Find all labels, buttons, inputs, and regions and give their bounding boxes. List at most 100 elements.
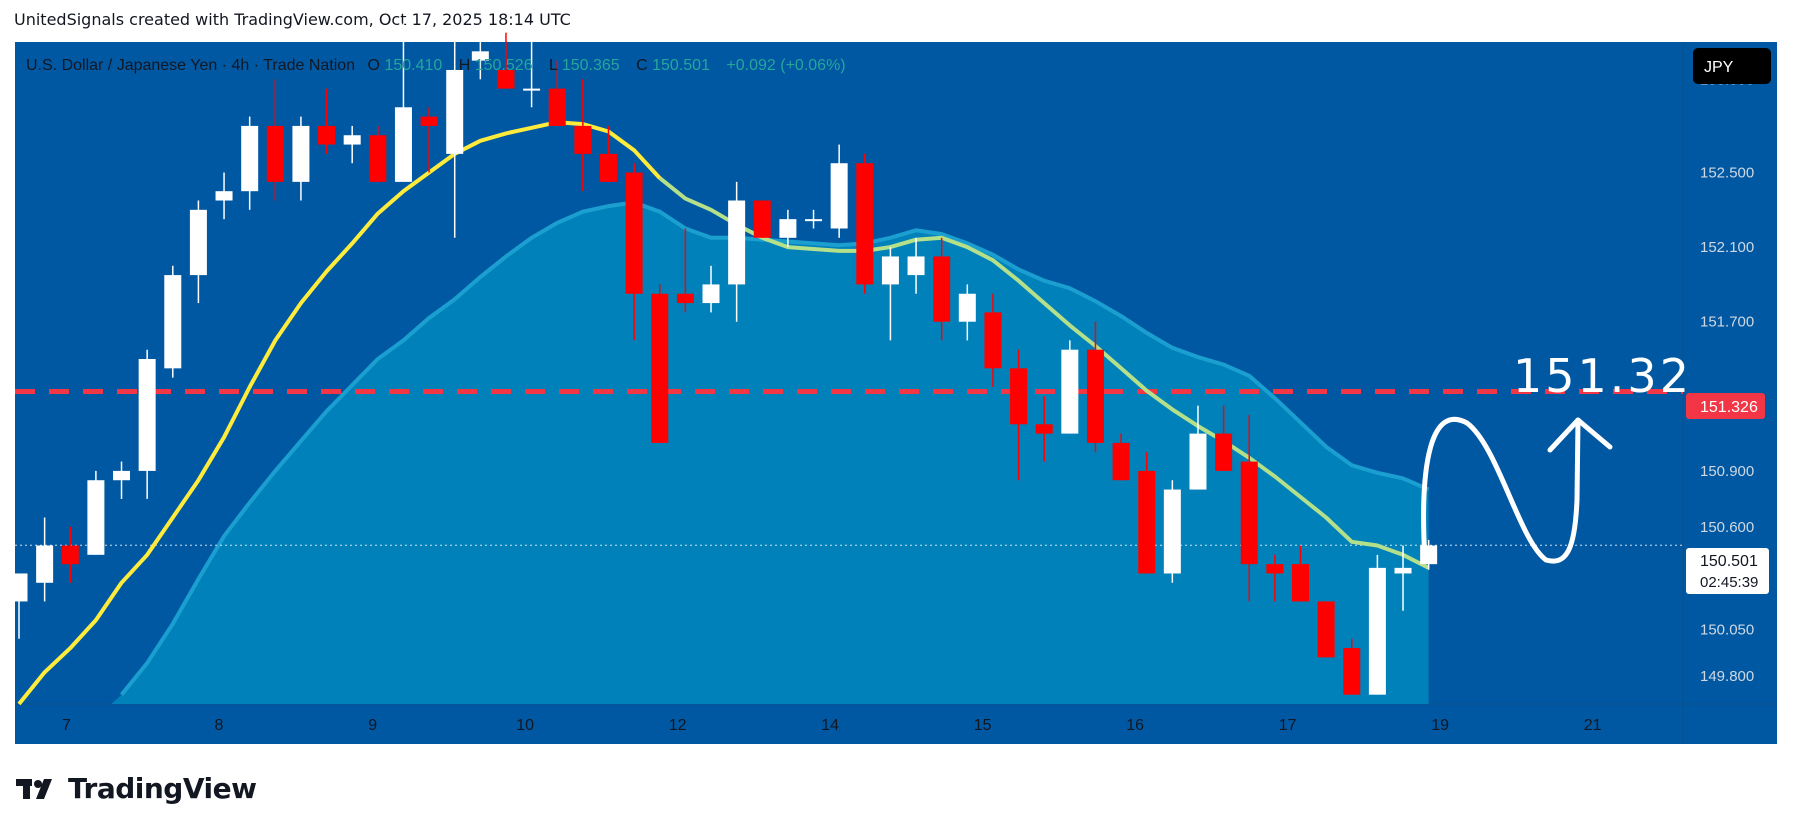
candle <box>728 181 746 322</box>
candle <box>497 32 515 89</box>
candle <box>241 116 259 210</box>
current-price-tag: 150.501 02:45:39 <box>1686 548 1769 594</box>
time-tick-label: 8 <box>214 717 223 734</box>
time-tick-label: 21 <box>1584 717 1602 734</box>
candle <box>1138 452 1156 574</box>
candle <box>446 32 464 238</box>
candle-body <box>138 359 156 471</box>
candle-body <box>394 107 412 182</box>
candle <box>87 470 105 555</box>
current-price-label: 150.501 <box>1700 553 1758 570</box>
candle-body <box>958 293 976 322</box>
currency-badge[interactable]: JPY <box>1693 48 1771 84</box>
candle <box>753 200 771 238</box>
legend-high-label: H <box>459 57 471 74</box>
candle <box>292 116 310 201</box>
candle-body <box>984 312 1002 369</box>
candle <box>369 125 387 182</box>
candle <box>10 573 28 639</box>
candle-body <box>164 275 182 369</box>
projection-arrowhead <box>1547 417 1613 453</box>
price-tick-label: 150.900 <box>1700 463 1754 480</box>
candle-body <box>1266 564 1284 574</box>
candle <box>1163 480 1181 583</box>
legend-close-label: C <box>636 57 648 74</box>
candle <box>574 79 592 192</box>
projection-wave-arrow <box>1421 416 1581 564</box>
currency-badge-label: JPY <box>1704 59 1734 76</box>
candle <box>1215 405 1233 471</box>
candle-body <box>881 256 899 285</box>
legend-bar: U.S. Dollar / Japanese Yen · 4h · Trade … <box>26 57 846 74</box>
price-tick-label: 150.600 <box>1700 519 1754 536</box>
candle <box>318 88 336 154</box>
candle <box>1394 545 1412 611</box>
candle-body <box>599 153 617 182</box>
candle <box>523 23 541 108</box>
legend-close-value: 150.501 <box>652 57 710 74</box>
candle-body <box>676 293 694 304</box>
time-tick-label: 19 <box>1431 717 1449 734</box>
candle-body <box>933 256 951 322</box>
candle <box>471 23 489 80</box>
annotation-layer: 151.32 <box>1421 349 1689 564</box>
candle <box>343 125 361 164</box>
candle-body <box>728 200 746 285</box>
candle <box>805 209 823 229</box>
candle <box>651 284 669 443</box>
candle-body <box>625 172 643 294</box>
candle <box>702 265 720 313</box>
candle-body <box>292 125 310 182</box>
candle <box>1292 545 1309 602</box>
candle-body <box>369 135 387 182</box>
candle <box>1086 321 1104 453</box>
candle-body <box>1240 461 1258 565</box>
candle-body <box>113 470 131 481</box>
candle-body <box>420 116 438 126</box>
candle <box>394 23 412 182</box>
candle-body <box>523 88 541 91</box>
candle <box>1112 433 1130 481</box>
candle-body <box>1163 489 1181 574</box>
time-tick-label: 17 <box>1279 717 1297 734</box>
legend-open-label: O <box>368 57 380 74</box>
candle <box>113 461 131 499</box>
time-tick-label: 9 <box>368 717 377 734</box>
candle <box>215 172 233 220</box>
candle-body <box>266 125 284 182</box>
candle-body <box>189 209 207 276</box>
candle-body <box>779 219 797 238</box>
candle-body <box>1317 601 1335 658</box>
brand-name: TradingView <box>68 772 257 805</box>
candle-body <box>574 125 592 154</box>
bar-countdown-label: 02:45:39 <box>1700 574 1758 591</box>
legend-low-value: 150.365 <box>562 57 620 74</box>
target-price-label: 151.326 <box>1700 399 1758 416</box>
candle-body <box>1086 349 1104 443</box>
candle-body <box>471 51 489 61</box>
candle <box>1061 340 1079 434</box>
candle <box>625 163 643 341</box>
time-tick-label: 16 <box>1126 717 1144 734</box>
time-tick-label: 15 <box>974 717 992 734</box>
candle <box>907 237 925 294</box>
legend-open-value: 150.410 <box>384 57 442 74</box>
brand-logo[interactable]: TradingView <box>16 772 257 805</box>
candle-body <box>805 219 823 222</box>
candle <box>676 228 694 313</box>
candle <box>830 144 848 238</box>
candle <box>1368 554 1386 695</box>
time-tick-label: 12 <box>669 717 687 734</box>
time-axis[interactable]: 7 8 9 10 12 14 15 16 17 19 21 <box>62 717 1602 734</box>
area-fill <box>111 202 1429 704</box>
candle-body <box>36 545 54 583</box>
candle-body <box>318 125 336 145</box>
candle-body <box>1215 433 1233 471</box>
target-line-layer <box>15 388 1683 546</box>
price-tick-label: 150.050 <box>1700 621 1754 638</box>
candle-body <box>87 480 105 555</box>
candle <box>36 517 54 602</box>
legend-low-label: L <box>549 57 558 74</box>
candle <box>420 107 438 173</box>
